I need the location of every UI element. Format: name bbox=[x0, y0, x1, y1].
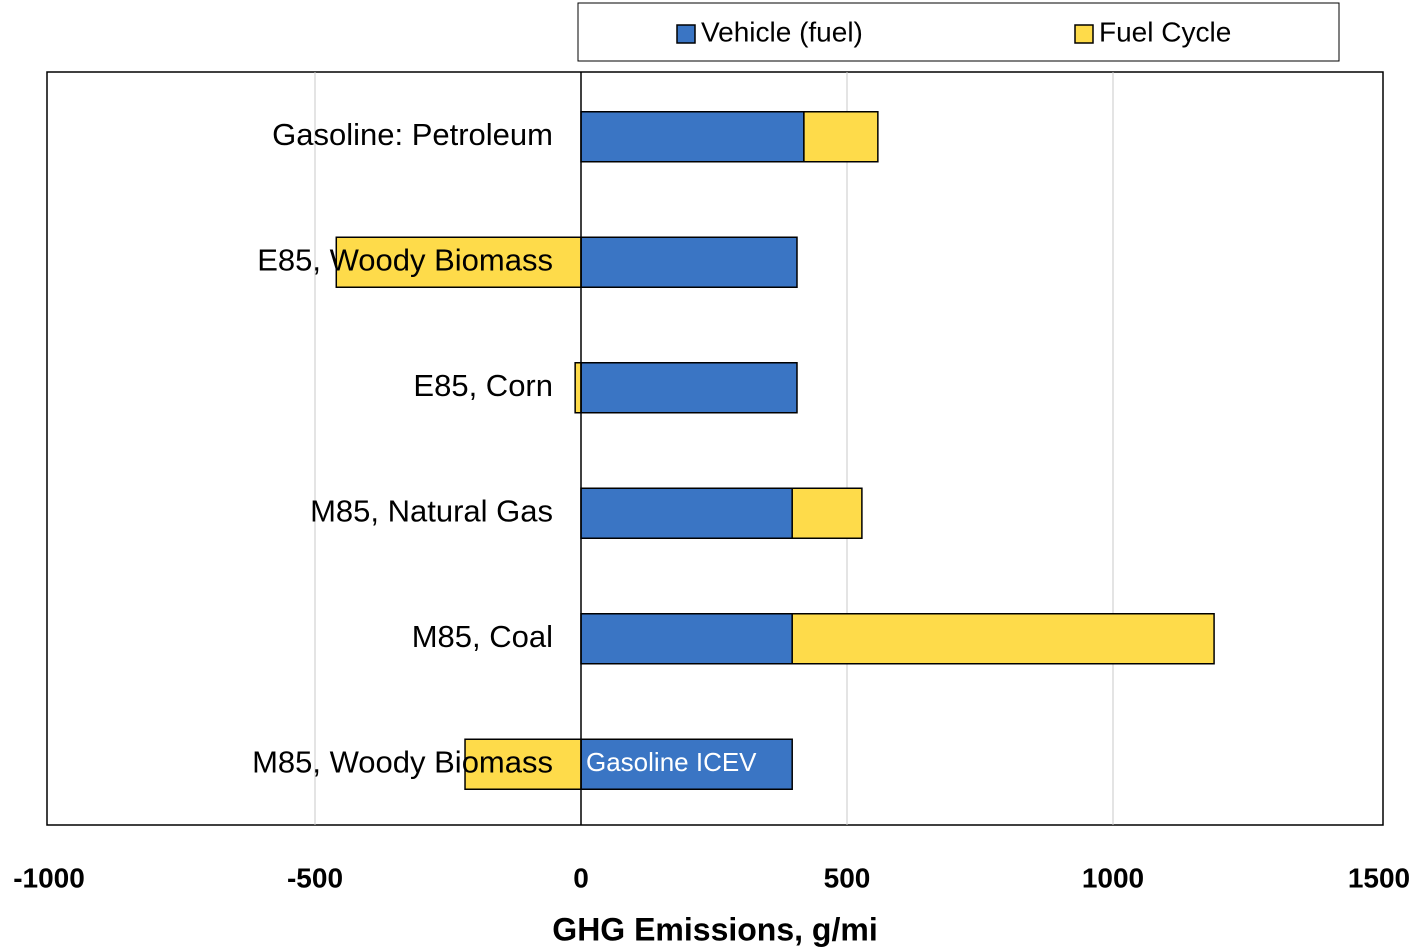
y-tick-label: M85, Woody Biomass bbox=[252, 744, 553, 779]
x-tick-label: 1000 bbox=[1082, 862, 1144, 893]
x-tick-label: -500 bbox=[287, 862, 343, 893]
y-tick-label: M85, Natural Gas bbox=[310, 493, 553, 528]
legend-label: Vehicle (fuel) bbox=[701, 16, 863, 47]
bar-segment bbox=[580, 236, 798, 288]
bar-segment bbox=[335, 236, 582, 288]
x-tick-label: -1000 bbox=[13, 862, 85, 893]
x-tick-label: 1500 bbox=[1348, 862, 1410, 893]
legend-box bbox=[577, 2, 1340, 62]
legend-swatch bbox=[676, 24, 696, 44]
y-tick-label: M85, Coal bbox=[412, 619, 553, 654]
bar-segment bbox=[791, 487, 863, 539]
x-tick-label: 0 bbox=[573, 862, 589, 893]
bar-segment bbox=[574, 362, 582, 414]
y-tick-label: E85, Woody Biomass bbox=[257, 242, 553, 277]
x-tick-label: 500 bbox=[824, 862, 871, 893]
bar-segment bbox=[580, 111, 805, 163]
legend-label: Fuel Cycle bbox=[1099, 16, 1231, 47]
bar-segment bbox=[791, 613, 1215, 665]
bar-segment bbox=[580, 738, 793, 790]
bar-segment bbox=[803, 111, 879, 163]
bar-segment bbox=[580, 362, 798, 414]
bar-segment bbox=[580, 613, 793, 665]
y-tick-label: Gasoline: Petroleum bbox=[272, 117, 553, 152]
bar-segment bbox=[580, 487, 793, 539]
annotation: Gasoline ICEV bbox=[586, 747, 757, 777]
y-tick-label: E85, Corn bbox=[413, 368, 553, 403]
legend-swatch bbox=[1074, 24, 1094, 44]
x-axis-title: GHG Emissions, g/mi bbox=[552, 911, 877, 947]
bar-segment bbox=[464, 738, 582, 790]
plot-area bbox=[46, 71, 1384, 826]
